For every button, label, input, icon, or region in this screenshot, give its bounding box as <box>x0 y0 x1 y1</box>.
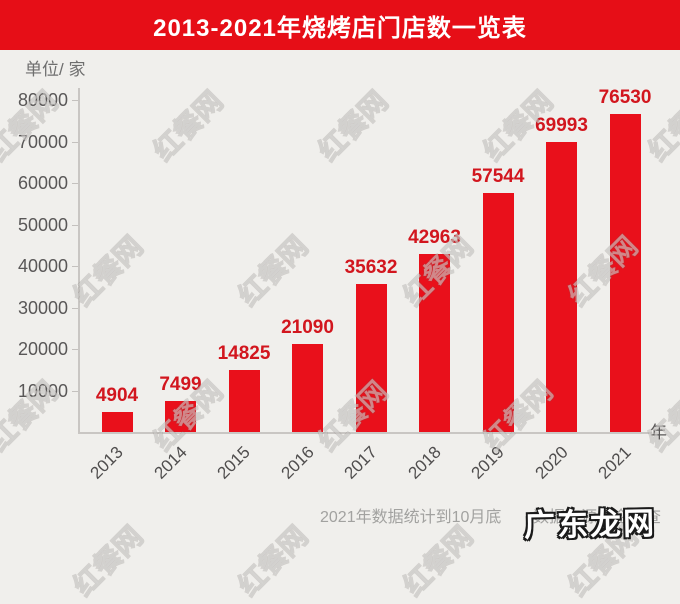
y-tick-label-10000: 10000 <box>17 380 68 401</box>
background-watermark-text: 红餐网 <box>67 230 150 313</box>
y-tick-mark <box>72 307 78 309</box>
bar-2015 <box>228 370 260 432</box>
y-tick-label-20000: 20000 <box>17 339 68 359</box>
bar-value-2020: 69993 <box>535 114 588 136</box>
bar-2014 <box>165 400 196 432</box>
x-tick-label-2019: 2019 <box>467 442 508 483</box>
background-watermark-text: 红餐网 <box>232 520 315 603</box>
bar-2019 <box>482 193 514 432</box>
bar-2013 <box>101 411 133 432</box>
title-banner: 2013-2021年烧烤店门店数一览表 <box>0 0 680 50</box>
y-axis-unit-label: 单位/ 家 <box>25 60 86 79</box>
x-tick-label-2021: 2021 <box>594 442 635 483</box>
bar-value-2019: 57544 <box>471 166 525 188</box>
y-tick-label-60000: 60000 <box>17 173 68 193</box>
bar-value-2014: 7499 <box>159 373 202 395</box>
footnote-note: 2021年数据统计到10月底 <box>320 509 502 526</box>
y-tick-mark <box>72 141 78 143</box>
bar-value-2021: 76530 <box>598 87 652 109</box>
bar-2020 <box>546 141 577 432</box>
x-axis-line <box>78 432 652 434</box>
background-watermark-text: 红餐网 <box>642 375 680 458</box>
bar-value-2018: 42963 <box>408 226 461 248</box>
x-tick-label-2017: 2017 <box>340 442 381 483</box>
y-tick-label-50000: 50000 <box>17 214 68 235</box>
y-tick-label-40000: 40000 <box>17 256 68 276</box>
x-tick-label-2015: 2015 <box>213 442 254 483</box>
background-watermark-text: 红餐网 <box>397 520 480 603</box>
y-tick-mark <box>72 224 78 226</box>
background-watermark-text: 红餐网 <box>312 85 395 168</box>
site-watermark: 广东龙网 <box>523 505 658 545</box>
x-tick-label-2013: 2013 <box>86 442 127 483</box>
x-tick-label-2014: 2014 <box>150 442 191 483</box>
bar-value-2017: 35632 <box>344 257 398 279</box>
footnote-source: 数据来源：企查查 <box>533 509 662 526</box>
y-axis-line <box>78 88 80 432</box>
bar-2016 <box>292 344 323 432</box>
bar-2017 <box>355 284 387 432</box>
y-tick-mark <box>72 266 78 267</box>
x-tick-label-2018: 2018 <box>404 442 445 483</box>
y-tick-label-80000: 80000 <box>17 90 68 110</box>
background-watermark-text: 红餐网 <box>67 520 150 603</box>
bar-value-2016: 21090 <box>281 317 334 339</box>
bar-2018 <box>419 253 450 432</box>
y-tick-mark <box>72 100 78 101</box>
x-tick-label-2020: 2020 <box>531 442 572 483</box>
y-tick-mark <box>72 183 78 184</box>
y-tick-mark <box>72 390 78 392</box>
bar-value-2013: 4904 <box>95 384 139 406</box>
background-watermark-text: 红餐网 <box>147 85 230 168</box>
y-tick-label-30000: 30000 <box>17 297 68 318</box>
x-tick-label-2016: 2016 <box>277 442 318 483</box>
y-tick-mark <box>72 349 78 350</box>
y-tick-label-70000: 70000 <box>17 131 68 152</box>
x-axis-title: 年 <box>650 423 667 442</box>
background-watermark-text: 红餐网 <box>232 230 315 313</box>
bar-value-2015: 14825 <box>217 343 271 365</box>
bar-2021 <box>609 114 641 432</box>
chart-title: 2013-2021年烧烤店门店数一览表 <box>153 14 527 42</box>
